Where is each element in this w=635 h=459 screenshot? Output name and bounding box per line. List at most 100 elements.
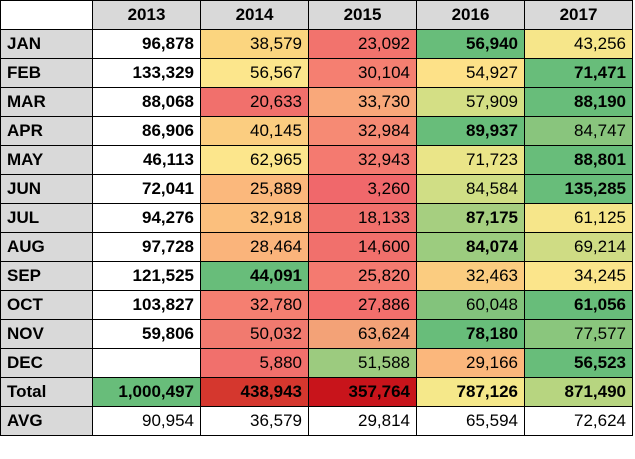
value-cell: 57,909 [416, 87, 525, 117]
value-cell: 5,880 [200, 348, 309, 378]
value-cell: 90,954 [92, 406, 201, 436]
value-cell: 25,820 [308, 261, 417, 291]
value-cell: 3,260 [308, 174, 417, 204]
row-label: FEB [0, 58, 93, 88]
row-label: JAN [0, 29, 93, 59]
month-row: FEB 133,329 56,567 30,104 54,927 71,471 [0, 58, 633, 88]
row-label: JUN [0, 174, 93, 204]
value-cell: 32,984 [308, 116, 417, 146]
year-header-2014: 2014 [200, 0, 309, 30]
value-cell: 62,965 [200, 145, 309, 175]
month-row: APR 86,906 40,145 32,984 89,937 84,747 [0, 116, 633, 146]
value-cell: 54,927 [416, 58, 525, 88]
value-cell: 135,285 [524, 174, 633, 204]
year-header-2013: 2013 [92, 0, 201, 30]
corner-cell [0, 0, 93, 30]
value-cell: 121,525 [92, 261, 201, 291]
value-cell: 1,000,497 [92, 377, 201, 407]
value-cell: 51,588 [308, 348, 417, 378]
month-row: JUN 72,041 25,889 3,260 84,584 135,285 [0, 174, 633, 204]
month-row: MAR 88,068 20,633 33,730 57,909 88,190 [0, 87, 633, 117]
row-label: OCT [0, 290, 93, 320]
value-cell: 56,567 [200, 58, 309, 88]
value-cell: 32,780 [200, 290, 309, 320]
value-cell: 28,464 [200, 232, 309, 262]
row-label: MAR [0, 87, 93, 117]
year-header-2015: 2015 [308, 0, 417, 30]
month-row: JUL 94,276 32,918 18,133 87,175 61,125 [0, 203, 633, 233]
total-row: Total 1,000,497 438,943 357,764 787,126 871,4… [0, 377, 633, 407]
row-label: DEC [0, 348, 93, 378]
value-cell: 65,594 [416, 406, 525, 436]
value-cell: 63,624 [308, 319, 417, 349]
year-header-2016: 2016 [416, 0, 525, 30]
value-cell: 84,074 [416, 232, 525, 262]
value-cell: 23,092 [308, 29, 417, 59]
value-cell: 50,032 [200, 319, 309, 349]
value-cell: 30,104 [308, 58, 417, 88]
value-cell: 56,523 [524, 348, 633, 378]
value-cell: 71,471 [524, 58, 633, 88]
value-cell: 59,806 [92, 319, 201, 349]
value-cell: 60,048 [416, 290, 525, 320]
value-cell: 787,126 [416, 377, 525, 407]
value-cell: 438,943 [200, 377, 309, 407]
value-cell: 871,490 [524, 377, 633, 407]
value-cell: 357,764 [308, 377, 417, 407]
value-cell: 38,579 [200, 29, 309, 59]
header-row: 2013 2014 2015 2016 2017 [0, 0, 633, 30]
value-cell: 14,600 [308, 232, 417, 262]
row-label: MAY [0, 145, 93, 175]
month-row: NOV 59,806 50,032 63,624 78,180 77,577 [0, 319, 633, 349]
value-cell: 34,245 [524, 261, 633, 291]
value-cell [92, 348, 201, 378]
row-label: NOV [0, 319, 93, 349]
value-cell: 87,175 [416, 203, 525, 233]
value-cell: 44,091 [200, 261, 309, 291]
month-row: OCT 103,827 32,780 27,886 60,048 61,056 [0, 290, 633, 320]
value-cell: 29,166 [416, 348, 525, 378]
value-cell: 43,256 [524, 29, 633, 59]
row-label: Total [0, 377, 93, 407]
value-cell: 25,889 [200, 174, 309, 204]
value-cell: 77,577 [524, 319, 633, 349]
row-label: SEP [0, 261, 93, 291]
value-cell: 94,276 [92, 203, 201, 233]
month-row: AUG 97,728 28,464 14,600 84,074 69,214 [0, 232, 633, 262]
value-cell: 32,463 [416, 261, 525, 291]
value-cell: 71,723 [416, 145, 525, 175]
year-header-2017: 2017 [524, 0, 633, 30]
value-cell: 88,190 [524, 87, 633, 117]
value-cell: 78,180 [416, 319, 525, 349]
value-cell: 96,878 [92, 29, 201, 59]
value-cell: 69,214 [524, 232, 633, 262]
row-label: AUG [0, 232, 93, 262]
month-row: JAN 96,878 38,579 23,092 56,940 43,256 [0, 29, 633, 59]
row-label: AVG [0, 406, 93, 436]
value-cell: 56,940 [416, 29, 525, 59]
value-cell: 40,145 [200, 116, 309, 146]
value-cell: 61,125 [524, 203, 633, 233]
value-cell: 88,801 [524, 145, 633, 175]
value-cell: 84,584 [416, 174, 525, 204]
value-cell: 97,728 [92, 232, 201, 262]
avg-row: AVG 90,954 36,579 29,814 65,594 72,624 [0, 406, 633, 436]
value-cell: 29,814 [308, 406, 417, 436]
value-cell: 18,133 [308, 203, 417, 233]
value-cell: 32,943 [308, 145, 417, 175]
value-cell: 72,624 [524, 406, 633, 436]
value-cell: 89,937 [416, 116, 525, 146]
row-label: JUL [0, 203, 93, 233]
value-cell: 72,041 [92, 174, 201, 204]
month-row: DEC 5,880 51,588 29,166 56,523 [0, 348, 633, 378]
monthly-data-table: 2013 2014 2015 2016 2017 JAN 96,878 38,579… [0, 0, 633, 436]
value-cell: 103,827 [92, 290, 201, 320]
month-row: MAY 46,113 62,965 32,943 71,723 88,801 [0, 145, 633, 175]
month-row: SEP 121,525 44,091 25,820 32,463 34,245 [0, 261, 633, 291]
value-cell: 32,918 [200, 203, 309, 233]
value-cell: 27,886 [308, 290, 417, 320]
value-cell: 36,579 [200, 406, 309, 436]
value-cell: 133,329 [92, 58, 201, 88]
value-cell: 46,113 [92, 145, 201, 175]
value-cell: 61,056 [524, 290, 633, 320]
